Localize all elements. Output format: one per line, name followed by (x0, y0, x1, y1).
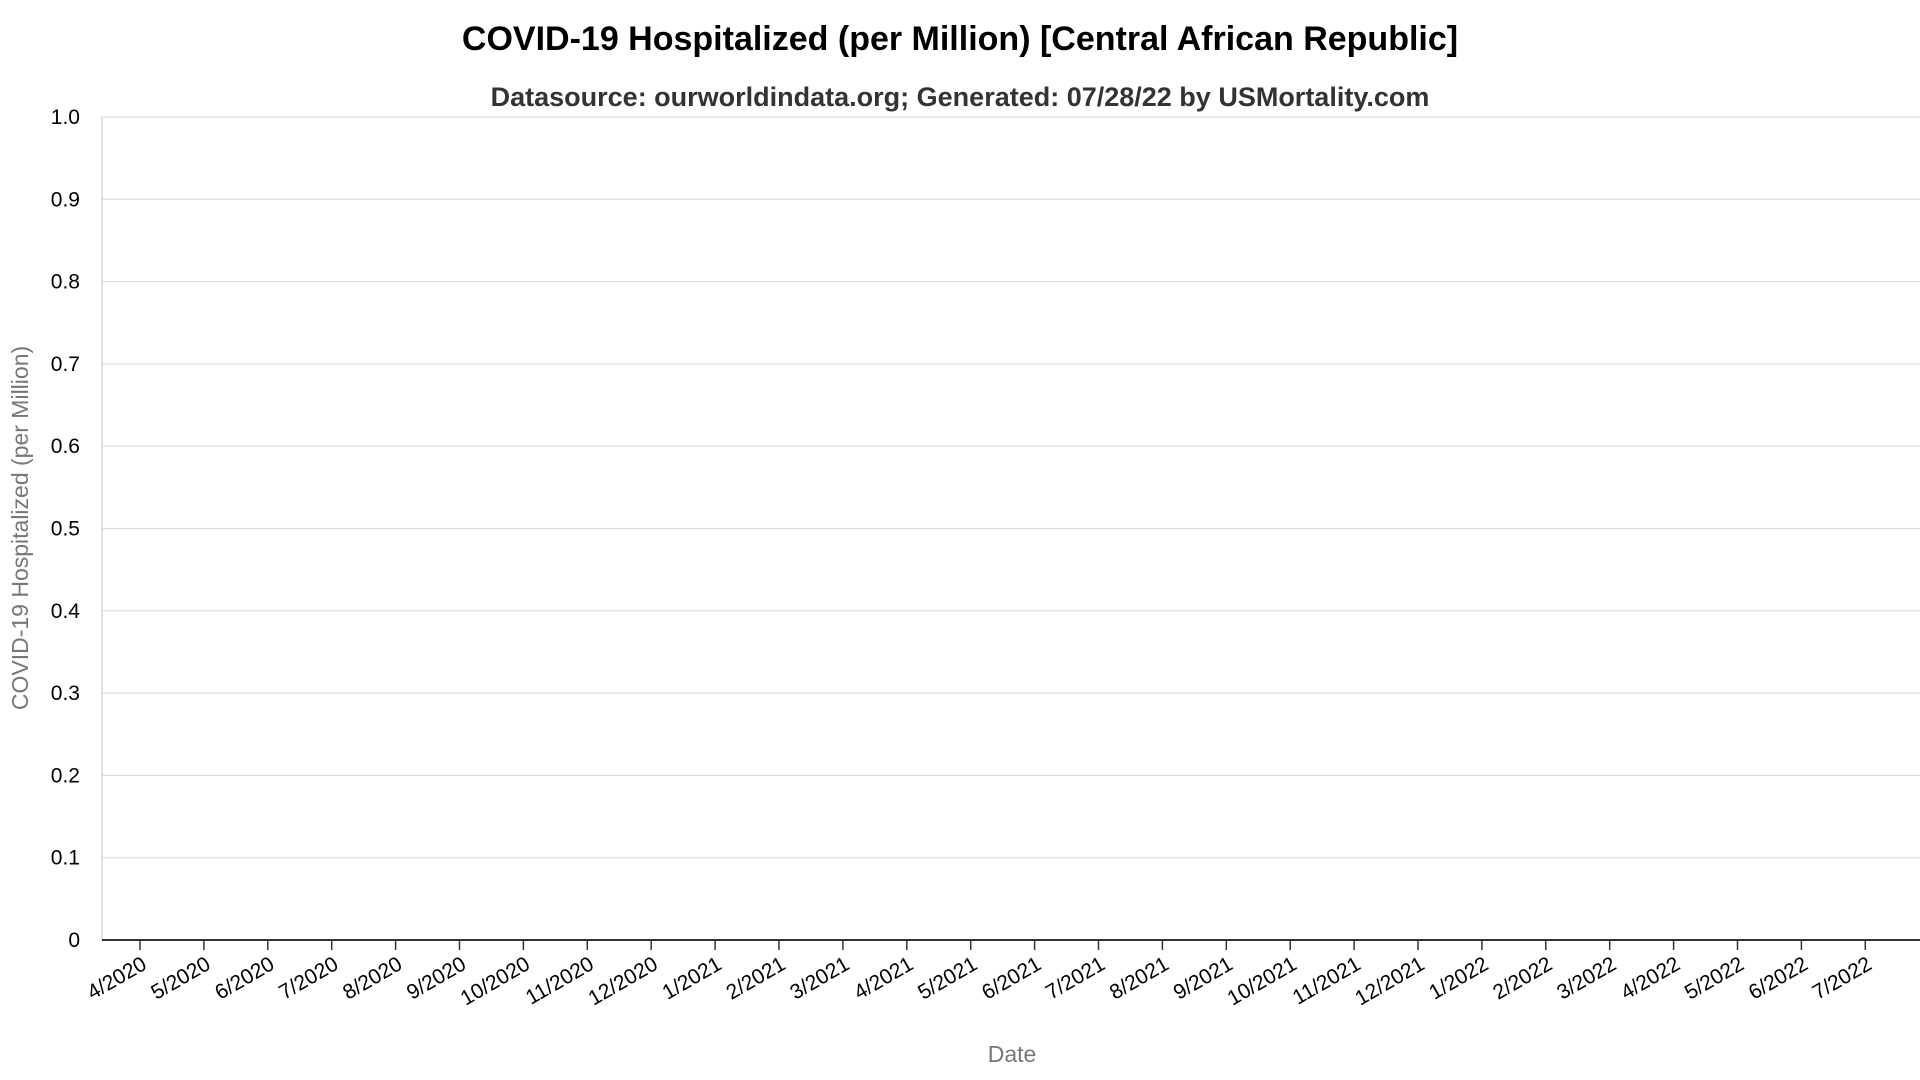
x-tick-label: 12/2020 (584, 952, 661, 1010)
x-tick-label: 6/2021 (978, 952, 1045, 1004)
x-tick-label: 5/2021 (914, 952, 981, 1004)
x-tick-label: 7/2020 (275, 952, 342, 1004)
x-tick-label: 11/2020 (522, 952, 598, 1009)
y-tick-label: 0.3 (51, 682, 80, 705)
x-tick-label: 7/2021 (1042, 952, 1109, 1004)
x-tick-label: 3/2022 (1553, 952, 1620, 1004)
x-tick-label: 7/2022 (1809, 952, 1876, 1004)
y-tick-label: 0.8 (51, 271, 80, 294)
y-tick-label: 0.6 (51, 435, 80, 458)
x-tick-label: 6/2022 (1745, 952, 1812, 1004)
x-tick-label: 6/2020 (211, 952, 278, 1004)
x-tick-label: 1/2022 (1425, 952, 1492, 1004)
x-axis-label: Date (988, 1041, 1037, 1067)
x-tick-label: 5/2020 (147, 952, 214, 1004)
x-tick-label: 11/2021 (1289, 952, 1365, 1009)
chart-subtitle: Datasource: ourworldindata.org; Generate… (491, 82, 1430, 112)
x-tick-label: 5/2022 (1681, 952, 1748, 1004)
x-tick-label: 3/2021 (786, 952, 853, 1004)
x-tick-label: 4/2020 (83, 952, 150, 1004)
x-axis-ticks: 4/20205/20206/20207/20208/20209/202010/2… (83, 940, 1876, 1010)
y-tick-label: 0.1 (51, 847, 80, 870)
x-tick-label: 10/2021 (1223, 952, 1300, 1010)
gridlines (102, 116, 1920, 859)
y-tick-label: 0.7 (51, 353, 80, 376)
y-axis-label: COVID-19 Hospitalized (per Million) (7, 346, 33, 710)
y-tick-label: 0.2 (51, 764, 80, 787)
x-tick-label: 2/2022 (1489, 952, 1556, 1004)
x-tick-label: 4/2022 (1617, 952, 1684, 1004)
chart-title: COVID-19 Hospitalized (per Million) [Cen… (462, 20, 1458, 58)
x-tick-label: 1/2021 (658, 952, 725, 1004)
y-tick-label: 0.9 (51, 188, 80, 211)
x-tick-label: 2/2021 (722, 952, 789, 1004)
y-axis-ticks: 0 0.1 0.2 0.3 0.4 0.5 0.6 0.7 0.8 0.9 1.0 (51, 106, 81, 952)
x-tick-label: 4/2021 (850, 952, 917, 1004)
y-tick-label: 1.0 (51, 106, 80, 129)
y-tick-label: 0 (68, 929, 80, 952)
y-tick-label: 0.4 (51, 600, 81, 623)
axes (101, 117, 1920, 941)
y-tick-label: 0.5 (51, 518, 80, 541)
x-tick-label: 8/2021 (1106, 952, 1173, 1004)
x-tick-label: 10/2020 (457, 952, 534, 1010)
x-tick-label: 8/2020 (339, 952, 406, 1004)
x-tick-label: 12/2021 (1351, 952, 1428, 1010)
